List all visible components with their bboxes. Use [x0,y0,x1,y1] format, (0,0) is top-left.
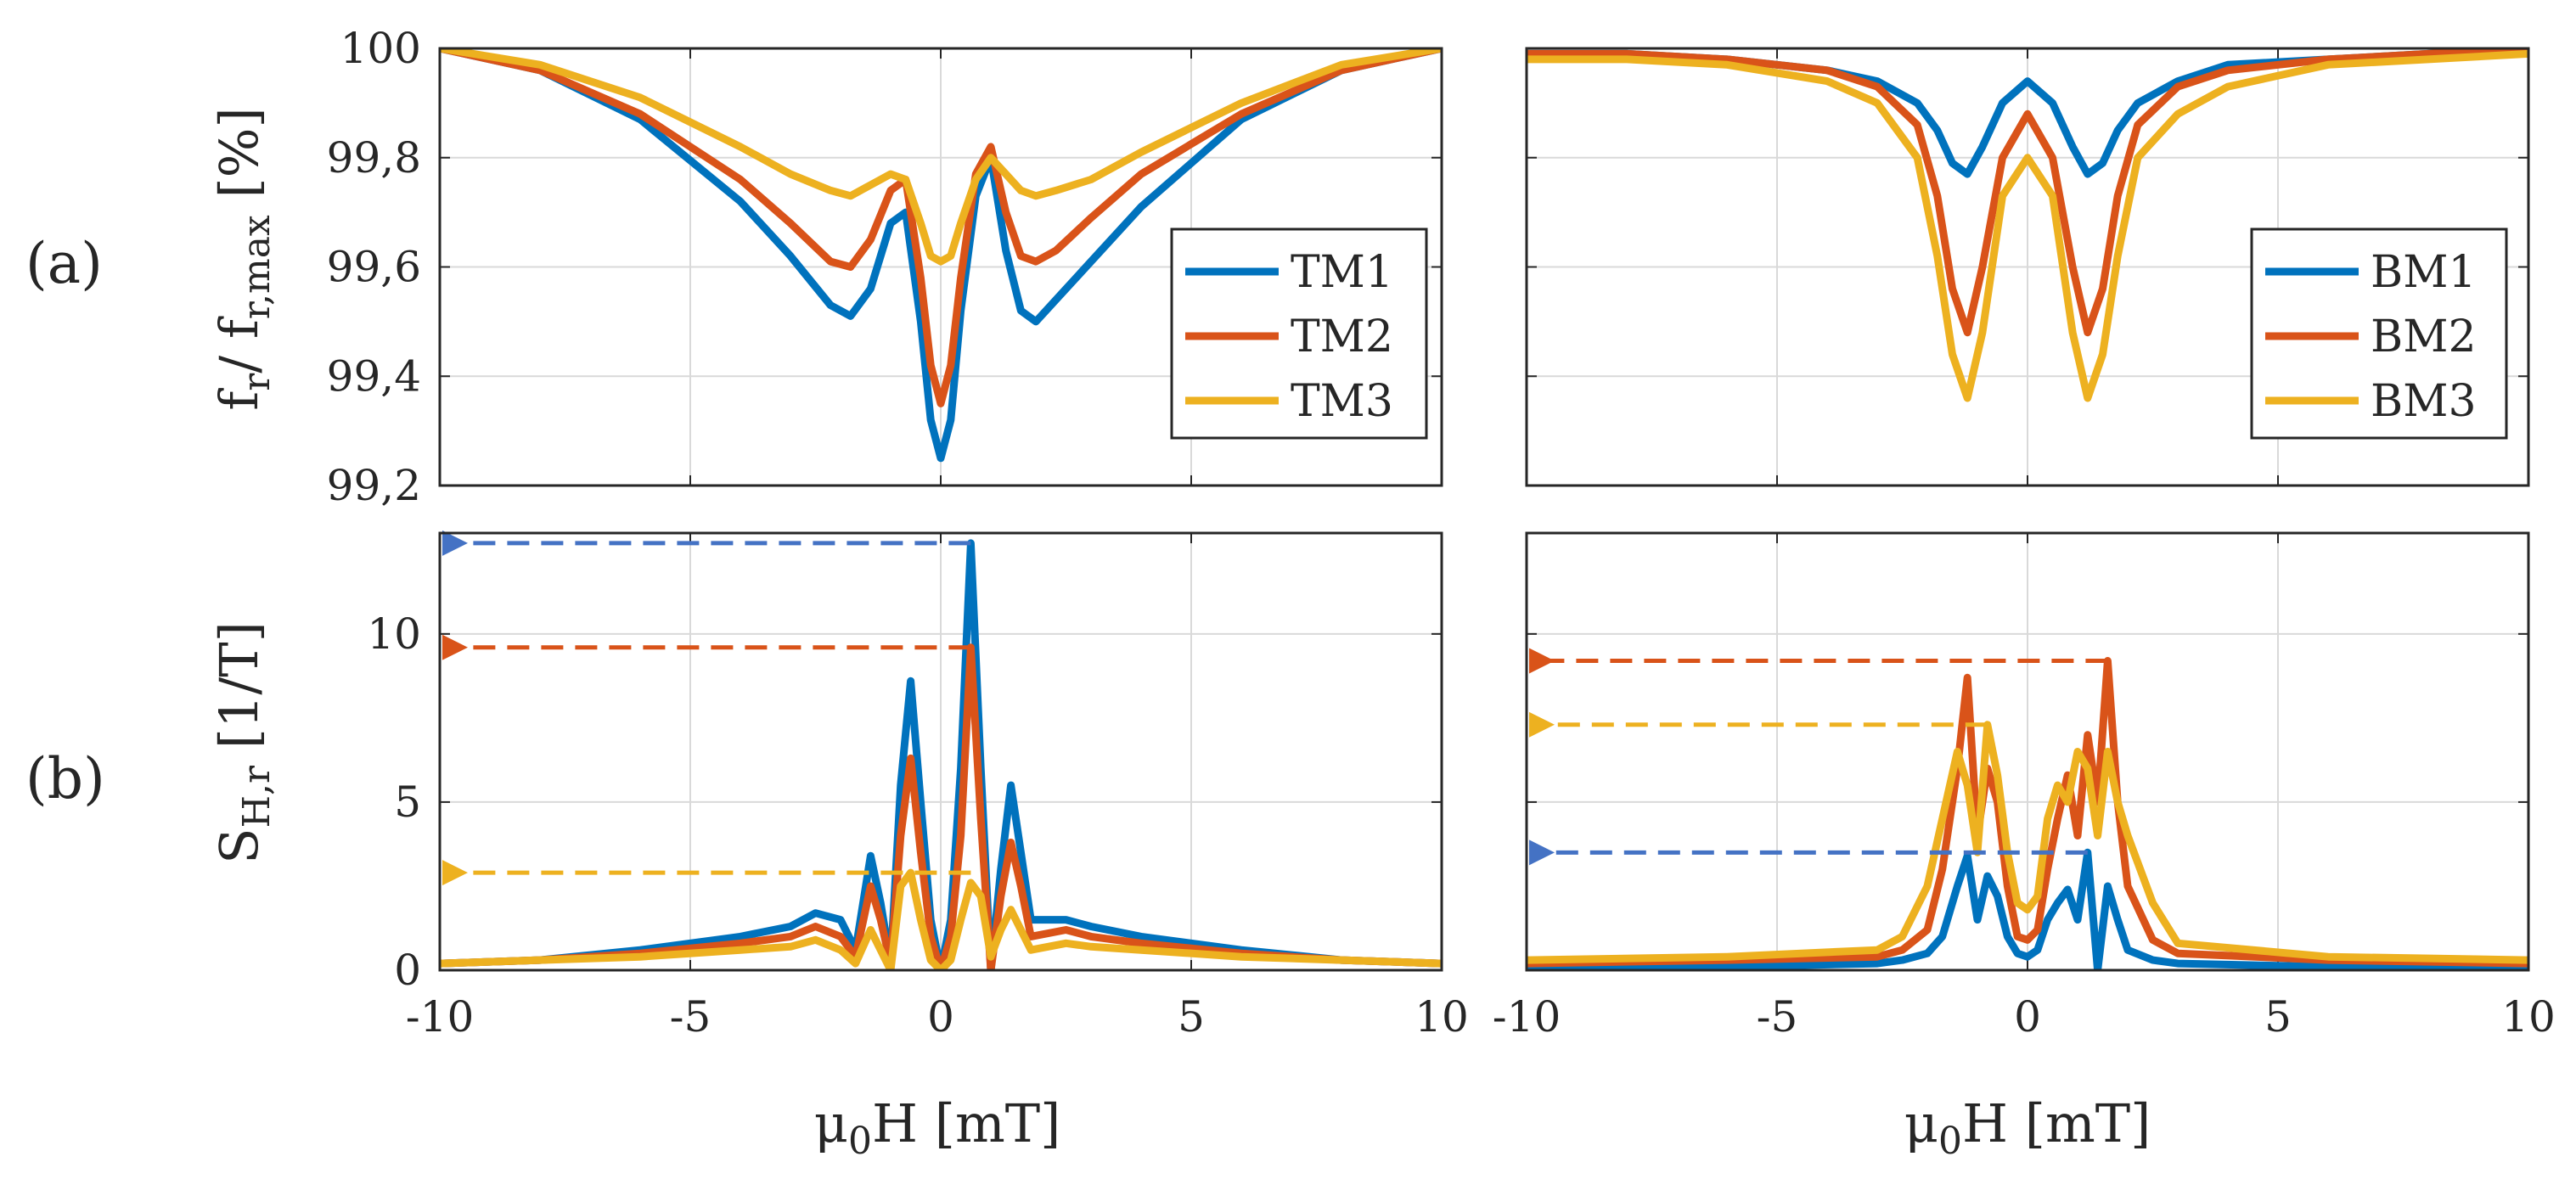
y-tick-label: 99,2 [327,461,421,510]
y-tick-label: 99,8 [327,133,421,182]
x-axis-label-left: μ0H [mT] [814,1092,1061,1163]
x-tick-label: 10 [1415,992,1469,1041]
legend-label-tm3: TM3 [1291,376,1393,427]
legend: BM1 BM2 BM3 [2250,227,2508,440]
series-line-tm2 [440,48,1442,407]
y-tick-label: 99,4 [327,351,421,401]
y-tick-label: 99,6 [327,243,421,292]
series-line-tm1 [440,48,1442,463]
x-tick-label: 0 [2014,992,2041,1041]
series-line-tm2 [440,643,1442,970]
axes-frame [438,47,1443,487]
x-tick-label: 0 [927,992,954,1041]
y-tick-label: 0 [394,946,421,995]
y-axis-label-bottom: SH,r [1/T] [208,621,278,864]
series-line-tm1 [440,539,1442,970]
y-tick-label: 100 [340,24,421,73]
y-axis-label-top: fr/ fr,max [%] [208,107,278,411]
legend-label-bm3: BM3 [2371,376,2477,427]
x-tick-label: 10 [2501,992,2556,1041]
x-tick-label: 5 [1178,992,1205,1041]
axes-frame [438,531,1443,972]
legend-label-bm2: BM2 [2371,312,2477,362]
x-tick-label: -5 [670,992,711,1041]
x-tick-label: -5 [1757,992,1798,1041]
y-tick-label: 10 [367,609,421,659]
y-tick-label: 5 [394,778,421,827]
series-line-bm2 [1527,48,2528,337]
series-line-bm3 [1527,49,2528,402]
series-line-tm3 [440,48,1442,266]
plot-top-left: 99,2 99,4 99,6 99,8 100 TM1 TM2 TM3 [327,24,1443,510]
legend-label-bm1: BM1 [2371,247,2477,298]
legend-label-tm1: TM1 [1291,247,1393,298]
plot-top-right: BM1 BM2 BM3 [1525,47,2530,487]
series-line-bm1 [1527,848,2528,970]
plot-bottom-right: -10 -5 0 5 10 [1493,531,2556,1041]
series-line-bm2 [1527,657,2528,968]
legend-label-tm2: TM2 [1291,312,1393,362]
legend: TM1 TM2 TM3 [1170,227,1428,440]
x-tick-label: -10 [1493,992,1561,1041]
x-tick-label: -10 [406,992,475,1041]
plot-bottom-left: -10 -5 0 5 10 0 5 10 [367,530,1469,1041]
axes-frame [1525,531,2530,972]
panel-label-b: (b) [25,746,105,811]
x-axis-label-right: μ0H [mT] [1904,1092,2151,1163]
series-line-tm3 [440,868,1442,970]
x-tick-label: 5 [2264,992,2292,1041]
panel-label-a: (a) [25,231,103,296]
axes-frame [1525,47,2530,487]
